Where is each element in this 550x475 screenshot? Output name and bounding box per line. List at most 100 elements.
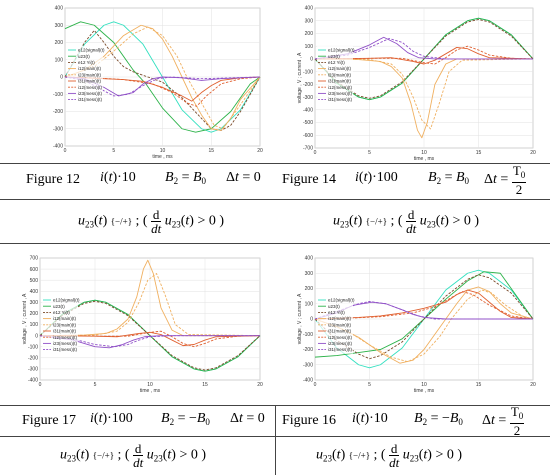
x-tick-label: 10 [160, 148, 166, 154]
y-tick-label: 100 [55, 57, 64, 63]
y-tick-label: 400 [55, 6, 64, 12]
legend-entry: i31(mess)(t) [78, 97, 103, 102]
legend-entry: i31(main)(t) [53, 329, 77, 334]
legend-entry: e12 Yi(t) [78, 60, 95, 65]
x-tick-label: 20 [530, 382, 536, 388]
series-line-e [314, 274, 534, 360]
series-line-i2 [314, 47, 534, 65]
series-line-i3m [39, 335, 260, 348]
legend-entry: i23(mess)(t) [53, 341, 78, 346]
y-tick-label: -500 [303, 120, 313, 126]
legend-entry: e12 Yi(t) [53, 310, 70, 315]
divider [0, 199, 550, 200]
chart-figure-14: 0 5 10 15 20 -700 -600 -500 -400 -300 -200 -100 0 100… [297, 6, 536, 162]
series-line-i2m [64, 76, 261, 107]
y-tick-label: 100 [305, 301, 314, 307]
y-tick-label: -400 [28, 378, 38, 384]
divider [0, 243, 550, 244]
condition-bottom-left: u23(t) {−/+} ; ( d dt u23(t) > 0 ) [60, 441, 207, 470]
y-tick-label: 600 [30, 267, 39, 273]
x-tick-label: 0 [64, 148, 67, 154]
legend-entry: i12(main)(t) [328, 316, 352, 321]
y-tick-label: 300 [305, 18, 314, 24]
condition-bottom-right: u23(t) {−/+} ; ( d dt u23(t) > 0 ) [316, 441, 463, 470]
legend-entry: i23(mess)(t) [328, 341, 353, 346]
x-axis-label: time , ms [414, 156, 435, 162]
y-tick-label: 300 [30, 300, 39, 306]
figure-17-current-factor: i(t)·100 [90, 411, 133, 426]
y-tick-label: 100 [305, 44, 314, 50]
legend-entry: i12(mess)(t) [53, 335, 78, 340]
x-tick-label: 0 [314, 382, 317, 388]
y-tick-label: -600 [303, 133, 313, 139]
figure-16-b-relation: B2 = −B0 [414, 411, 463, 427]
legend-entry: i23(mess)(t) [78, 91, 103, 96]
x-tick-label: 20 [530, 150, 536, 156]
x-tick-label: 5 [368, 382, 371, 388]
series-line-i1m [39, 273, 261, 337]
legend-entry: e12(signal)(t) [53, 298, 80, 303]
figure-12-delta-t: Δt = 0 [226, 170, 261, 185]
y-tick-label: -700 [303, 146, 313, 152]
series-line-e [314, 19, 534, 99]
figure-12-current-factor: i(t)·10 [100, 170, 136, 185]
figure-14-label: Figure 14 [282, 172, 337, 187]
y-tick-label: -300 [28, 367, 38, 373]
x-tick-label: 5 [368, 150, 371, 156]
y-tick-label: 300 [55, 23, 64, 29]
series-line-i2 [39, 331, 261, 347]
chart-figure-12: 0 5 10 15 20 -400 -300 -200 -100 0 100 200 300 400 tim… [53, 6, 263, 160]
y-tick-label: 200 [55, 40, 64, 46]
legend-entry: i23(main)(t) [78, 72, 102, 77]
legend-entry: u23(t) [78, 54, 90, 59]
y-tick-label: 0 [310, 317, 313, 323]
y-axis-label: voltage , V ; current , A [22, 293, 28, 344]
x-axis-label: time , ms [414, 388, 435, 394]
x-tick-label: 10 [421, 150, 427, 156]
x-tick-label: 20 [257, 382, 263, 388]
y-tick-label: 500 [30, 278, 39, 284]
y-tick-label: -300 [303, 362, 313, 368]
x-tick-label: 0 [39, 382, 42, 388]
y-tick-label: -200 [303, 347, 313, 353]
y-tick-label: 200 [305, 31, 314, 37]
figure-16-label: Figure 16 [282, 413, 337, 428]
series-line-u23 [64, 21, 261, 133]
y-axis-label: voltage , V ; current , A [297, 293, 303, 344]
series-line-i3 [39, 335, 260, 349]
y-tick-label: -400 [53, 144, 63, 150]
legend-entry: i12(main)(t) [53, 316, 77, 321]
legend-entry: i12(mess)(t) [78, 85, 103, 90]
y-tick-label: 200 [305, 286, 314, 292]
legend-entry: u23(t) [328, 304, 340, 309]
y-tick-label: 100 [30, 322, 39, 328]
x-tick-label: 10 [421, 382, 427, 388]
y-tick-label: 300 [305, 271, 314, 277]
series-line-i2m [314, 45, 534, 65]
series-line-e [39, 300, 261, 371]
y-tick-label: -300 [303, 95, 313, 101]
legend-entry: i23(mess)(t) [328, 91, 353, 96]
y-tick-label: -200 [303, 82, 313, 88]
x-axis-label: time , ms [152, 154, 173, 160]
legend-entry: i31(mess)(t) [328, 347, 353, 352]
series-line-i3m [64, 76, 261, 97]
legend-entry: i23(main)(t) [328, 72, 352, 77]
legend-entry: e12 Yi(t) [328, 310, 345, 315]
y-tick-label: 0 [310, 57, 313, 63]
series-line-i3m [314, 301, 533, 320]
y-tick-label: -400 [303, 108, 313, 114]
chart-figure-16: 0 5 10 15 20 -400 -300 -200 -100 0 100 200 300 400 tim… [297, 256, 536, 394]
legend-entry: i31(mess)(t) [53, 347, 78, 352]
legend-entry: i31(main)(t) [78, 79, 102, 84]
series-line-i1m [64, 26, 261, 130]
figure-14-b-relation: B2 = B0 [428, 170, 470, 186]
condition-top-left: u23(t) {−/+} ; ( d dt u23(t) > 0 ) [78, 207, 225, 236]
y-tick-label: 0 [35, 333, 38, 339]
figure-16-current-factor: i(t)·10 [352, 411, 388, 426]
legend-entry: u23(t) [53, 304, 65, 309]
legend-entry: i12(main)(t) [328, 66, 352, 71]
x-tick-label: 15 [208, 148, 214, 154]
y-tick-label: -200 [53, 109, 63, 115]
legend-entry: i12(mess)(t) [328, 335, 353, 340]
